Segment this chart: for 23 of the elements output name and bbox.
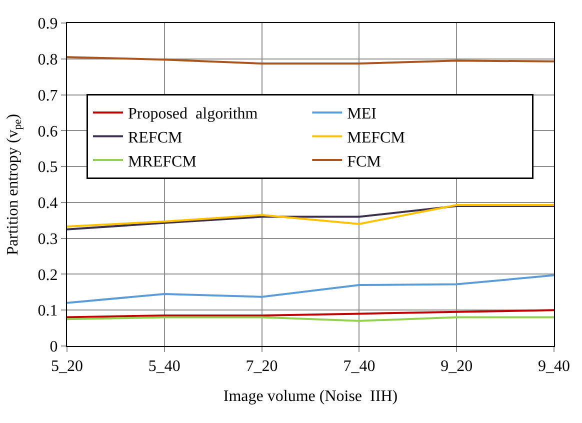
y-tick-label: 0.2	[38, 266, 58, 284]
legend-label: MEI	[347, 106, 376, 123]
y-tick-label: 0.6	[38, 123, 58, 140]
x-tick-label: 5_20	[51, 358, 83, 376]
legend-label: MEFCM	[347, 130, 405, 146]
x-tick-label: 9_40	[538, 358, 570, 376]
y-tick-label: 0.5	[38, 159, 58, 176]
x-tick-label: 7_40	[343, 358, 376, 376]
y-tick-label: 0.7	[38, 87, 58, 104]
x-axis-title: Image volume (Noise IIH)	[223, 388, 398, 405]
x-tick-label: 7_20	[246, 358, 278, 376]
y-tick-label: 0.8	[38, 51, 58, 68]
legend-label: REFCM	[128, 130, 182, 146]
x-tick-label: 9_20	[440, 358, 473, 376]
legend-label: MREFCM	[128, 153, 196, 170]
legend-label: FCM	[347, 153, 381, 170]
y-tick-label: 0	[50, 338, 58, 356]
y-tick-label: 0.4	[38, 195, 58, 212]
y-tick-label: 0.1	[38, 302, 58, 320]
x-tick-label: 5_40	[148, 358, 180, 376]
legend-label: Proposed algorithm	[128, 106, 258, 123]
y-tick-label: 0.3	[38, 230, 58, 248]
y-tick-label: 0.9	[38, 16, 58, 33]
